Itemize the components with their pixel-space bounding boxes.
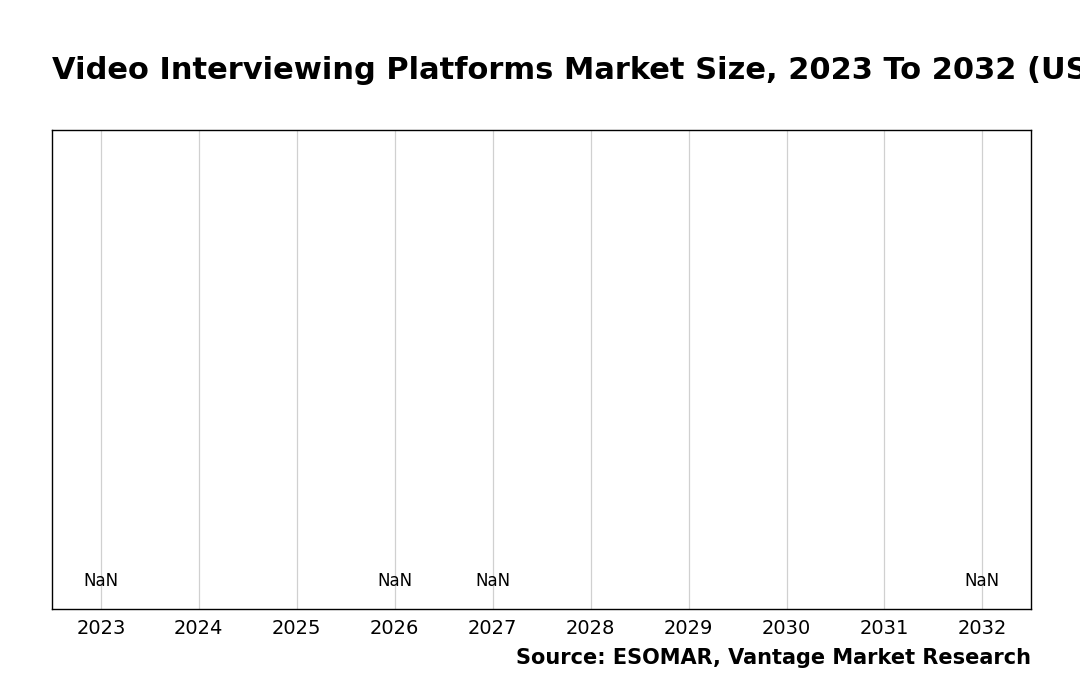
Text: NaN: NaN xyxy=(964,572,1000,590)
Text: NaN: NaN xyxy=(377,572,413,590)
Text: Video Interviewing Platforms Market Size, 2023 To 2032 (USD Million): Video Interviewing Platforms Market Size… xyxy=(52,56,1080,85)
Text: NaN: NaN xyxy=(475,572,510,590)
Text: Source: ESOMAR, Vantage Market Research: Source: ESOMAR, Vantage Market Research xyxy=(516,648,1031,668)
Text: NaN: NaN xyxy=(83,572,119,590)
